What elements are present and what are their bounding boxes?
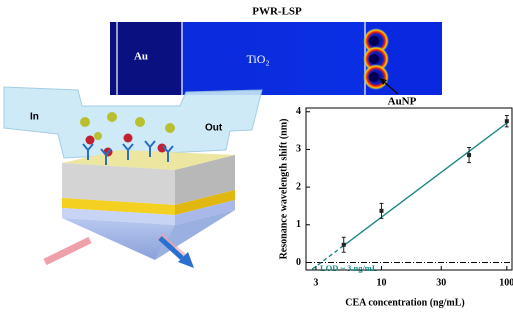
in-label: In — [30, 112, 39, 123]
y-tick-label: 3 — [296, 144, 301, 155]
x-tick-label: 30 — [436, 277, 446, 288]
fit-line — [344, 123, 507, 245]
plot-frame — [306, 108, 512, 270]
device-diagram — [4, 87, 262, 268]
data-point — [379, 209, 383, 213]
lod-annotation: LOD ~ 3 ng/mL — [320, 263, 378, 273]
data-point — [467, 153, 471, 157]
x-axis-title: CEA concentration (ng/mL) — [345, 297, 464, 308]
field-map — [110, 22, 442, 95]
y-tick-label: 1 — [296, 219, 301, 230]
au-label: Au — [134, 51, 148, 63]
data-point — [505, 119, 509, 123]
figure: PWR-LSP Au TiO₂ AuNP In Out Resonance wa… — [0, 0, 513, 313]
tio2-label: TiO₂ — [246, 52, 269, 66]
y-tick-label: 2 — [296, 181, 301, 192]
banner-title: PWR-LSP — [252, 6, 302, 18]
x-tick-label: 100 — [499, 277, 513, 288]
aunp-label: AuNP — [388, 96, 417, 108]
y-axis-title: Resonance wavelength shift (nm) — [278, 119, 289, 260]
y-tick-label: 4 — [296, 106, 301, 117]
x-tick-label: 10 — [376, 277, 386, 288]
x-tick-label: 3 — [313, 277, 318, 288]
data-point — [342, 243, 346, 247]
y-tick-label: 0 — [296, 257, 301, 268]
out-label: Out — [205, 123, 223, 134]
